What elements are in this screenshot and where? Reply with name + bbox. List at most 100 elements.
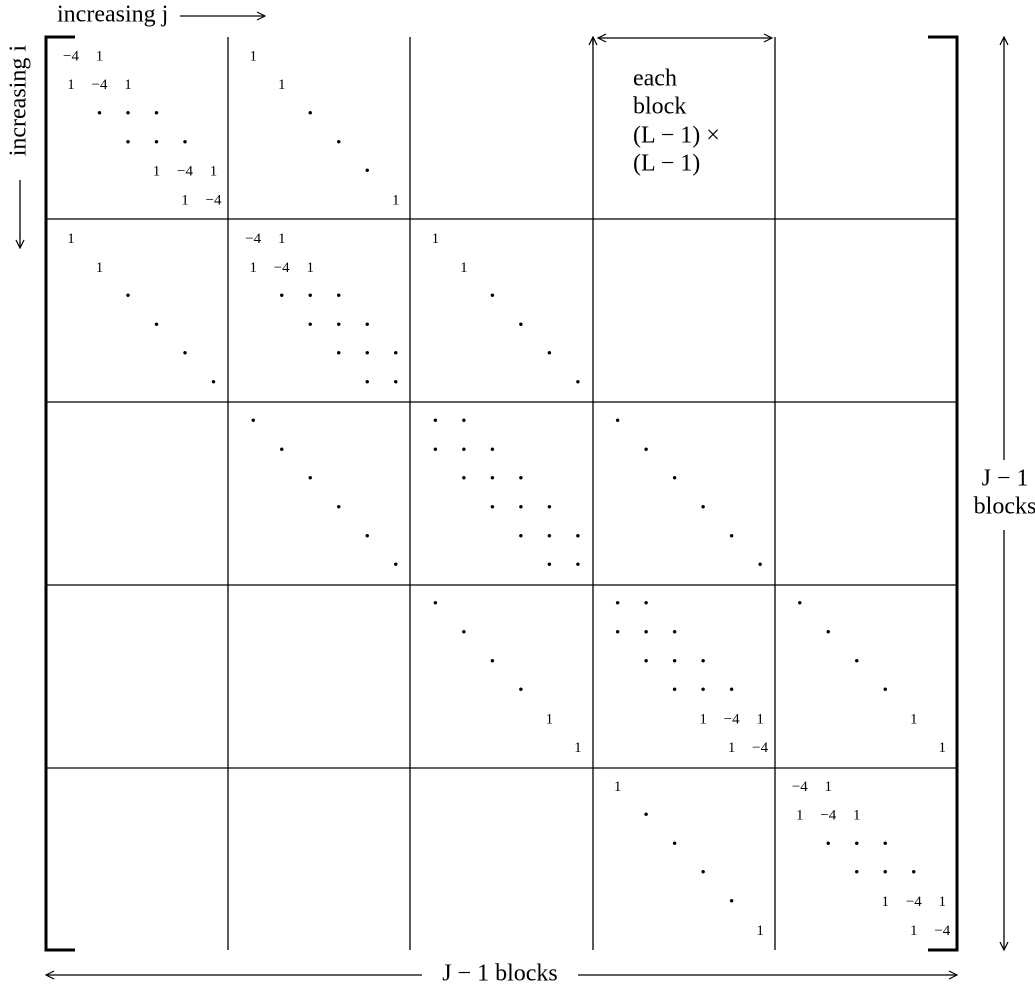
matrix-entry: • [336,289,341,305]
bracket-left [44,35,75,952]
note-line: (L − 1) × [633,123,720,149]
matrix-entry: • [854,865,859,881]
matrix-entry: • [211,375,216,391]
matrix-entry: • [518,683,523,699]
matrix-entry: • [547,558,552,574]
matrix-entry: • [393,558,398,574]
top-label: increasing j [57,2,168,28]
matrix-entry: 1 [249,48,257,64]
matrix-entry: • [797,596,802,612]
matrix-entry: • [826,836,831,852]
matrix-entry: 1 [460,260,468,276]
matrix-entry: • [154,317,159,333]
matrix-entry: • [365,164,370,180]
matrix-entry: • [308,289,313,305]
matrix-entry: 1 [825,779,833,795]
matrix-entry: • [336,346,341,362]
matrix-entry: • [393,346,398,362]
matrix-entry: 1 [910,923,918,939]
matrix-entry: • [125,135,130,151]
matrix-entry: • [336,317,341,333]
matrix-entry: • [461,442,466,458]
matrix-entry: • [365,317,370,333]
matrix-entry: −4 [92,77,108,93]
matrix-entry: • [672,471,677,487]
matrix-entry: 1 [882,894,890,910]
matrix-entry: • [854,836,859,852]
matrix-entry: • [365,375,370,391]
matrix-entry: • [518,471,523,487]
matrix-entry: • [433,596,438,612]
matrix-entry: 1 [756,923,764,939]
matrix-entry: • [575,558,580,574]
matrix-entry: • [365,529,370,545]
matrix-entry: • [279,289,284,305]
matrix-entry: 1 [67,77,75,93]
matrix-entry: • [826,625,831,641]
matrix-entry: −4 [63,48,79,64]
matrix-entry: −4 [274,260,290,276]
matrix-entry: • [643,625,648,641]
matrix-entry: • [433,442,438,458]
matrix-entry: • [615,596,620,612]
matrix-entry: • [336,135,341,151]
matrix-entry: 1 [728,740,736,756]
matrix-entry: 1 [124,77,132,93]
matrix-entry: 1 [278,231,286,247]
bracket-right [928,35,959,952]
matrix-entry: • [490,471,495,487]
matrix-entry: • [643,442,648,458]
matrix-entry: • [365,346,370,362]
matrix-entry: • [518,529,523,545]
matrix-entry: • [575,529,580,545]
matrix-entry: −4 [752,740,768,756]
matrix-entry: • [854,654,859,670]
matrix-entry: • [643,596,648,612]
matrix-entry: • [490,442,495,458]
matrix-entry: • [672,625,677,641]
matrix-entry: −4 [934,923,950,939]
matrix-entry: 1 [699,711,707,727]
matrix-entry: • [547,529,552,545]
matrix-entry: • [308,106,313,122]
matrix-entry: • [700,865,705,881]
block-grid [46,37,957,950]
matrix-entry: • [461,414,466,430]
matrix-entry: • [251,414,256,430]
matrix-entry: 1 [614,779,622,795]
matrix-entry: • [490,289,495,305]
matrix-entry: 1 [939,894,947,910]
matrix-entry: 1 [153,164,161,180]
matrix-entry: • [643,654,648,670]
right-label: J − 1 [982,466,1029,492]
matrix-entry: • [729,683,734,699]
matrix-entry: • [308,317,313,333]
matrix-entry: 1 [756,711,764,727]
matrix-entry: 1 [574,740,582,756]
matrix-entry: −4 [724,711,740,727]
matrix-entry: • [125,106,130,122]
matrix-entry: 1 [796,808,804,824]
matrix-entry: • [547,500,552,516]
matrix-entry: • [182,135,187,151]
matrix-entry: −4 [906,894,922,910]
matrix-entry: −4 [177,164,193,180]
matrix-entry: • [518,317,523,333]
matrix-entry: • [643,808,648,824]
matrix-entry: • [911,865,916,881]
matrix-entry: • [461,625,466,641]
matrix-entry: • [615,625,620,641]
matrix-entry: • [518,500,523,516]
matrix-entry: 1 [96,48,104,64]
matrix-entry: • [490,500,495,516]
note-line: (L − 1) [633,151,700,177]
matrix-entry: 1 [432,231,440,247]
matrix-entry: 1 [853,808,861,824]
matrix-entry: • [490,654,495,670]
matrix-entry: • [672,683,677,699]
matrix-entry: • [700,500,705,516]
matrix-entry: • [700,654,705,670]
matrix-entry: • [615,414,620,430]
matrix-entry: • [97,106,102,122]
